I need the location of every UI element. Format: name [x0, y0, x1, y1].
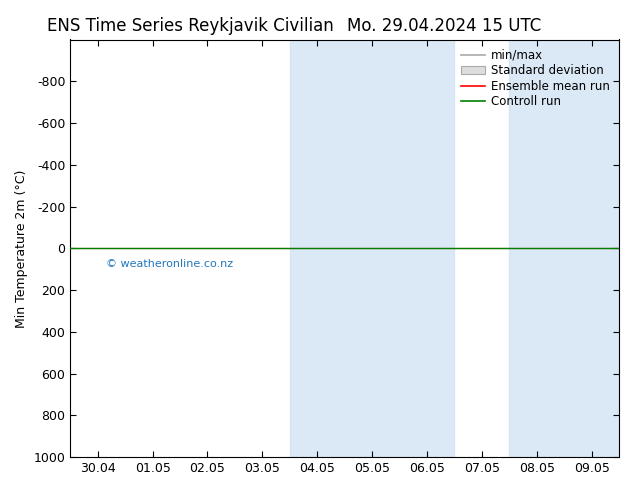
Bar: [509, 40, 619, 457]
Legend: min/max, Standard deviation, Ensemble mean run, Controll run: min/max, Standard deviation, Ensemble me…: [458, 46, 613, 112]
Text: © weatheronline.co.nz: © weatheronline.co.nz: [106, 259, 233, 269]
Text: ENS Time Series Reykjavik Civilian: ENS Time Series Reykjavik Civilian: [47, 17, 333, 35]
Text: Mo. 29.04.2024 15 UTC: Mo. 29.04.2024 15 UTC: [347, 17, 541, 35]
Y-axis label: Min Temperature 2m (°C): Min Temperature 2m (°C): [15, 169, 28, 327]
Bar: [290, 40, 455, 457]
